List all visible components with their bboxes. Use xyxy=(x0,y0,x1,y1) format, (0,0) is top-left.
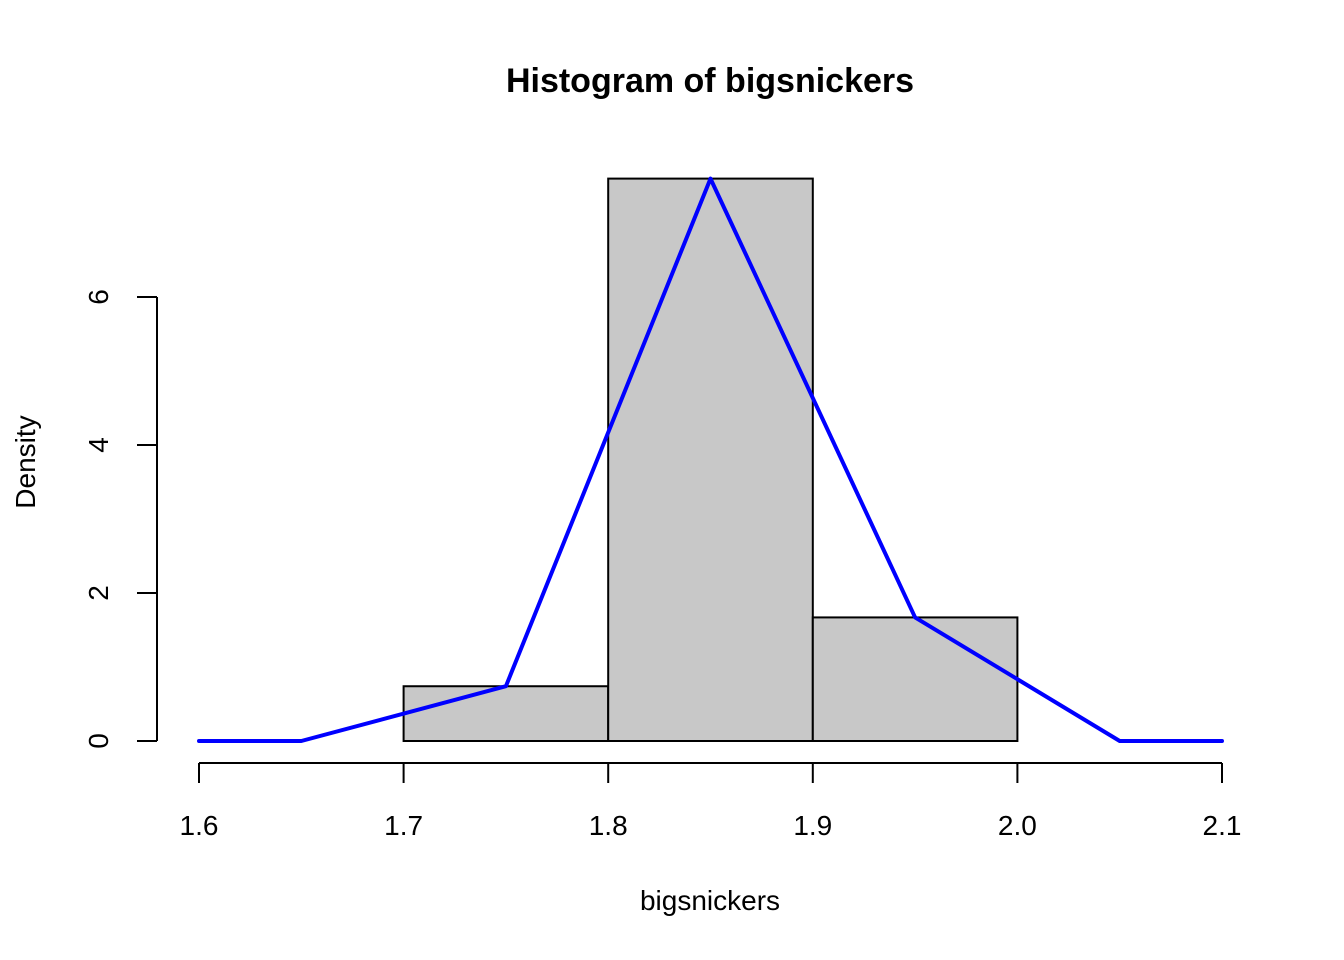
y-axis: 0 2 4 6 xyxy=(83,289,158,749)
histogram-bar-1 xyxy=(402,685,610,742)
y-axis-label: Density xyxy=(10,415,41,508)
y-tick-label: 4 xyxy=(83,437,114,453)
bars-group xyxy=(402,177,1019,743)
x-tick-label: 2.0 xyxy=(998,810,1037,841)
y-tick-label: 2 xyxy=(83,585,114,601)
x-tick-label: 2.1 xyxy=(1203,810,1242,841)
x-tick-label: 1.6 xyxy=(180,810,219,841)
y-tick-label: 6 xyxy=(83,289,114,305)
chart-title: Histogram of bigsnickers xyxy=(506,62,914,100)
x-axis-label: bigsnickers xyxy=(640,885,780,916)
x-tick-label: 1.9 xyxy=(793,810,832,841)
x-tick-label: 1.8 xyxy=(589,810,628,841)
y-tick-label: 0 xyxy=(83,733,114,749)
density-line-group xyxy=(197,176,1224,743)
x-tick-label: 1.7 xyxy=(384,810,423,841)
histogram-bar-2 xyxy=(607,177,814,743)
x-axis: 1.6 1.7 1.8 1.9 2.0 2.1 xyxy=(180,762,1242,841)
histogram-bar-3 xyxy=(811,616,1019,742)
density-polyline xyxy=(197,176,1224,743)
